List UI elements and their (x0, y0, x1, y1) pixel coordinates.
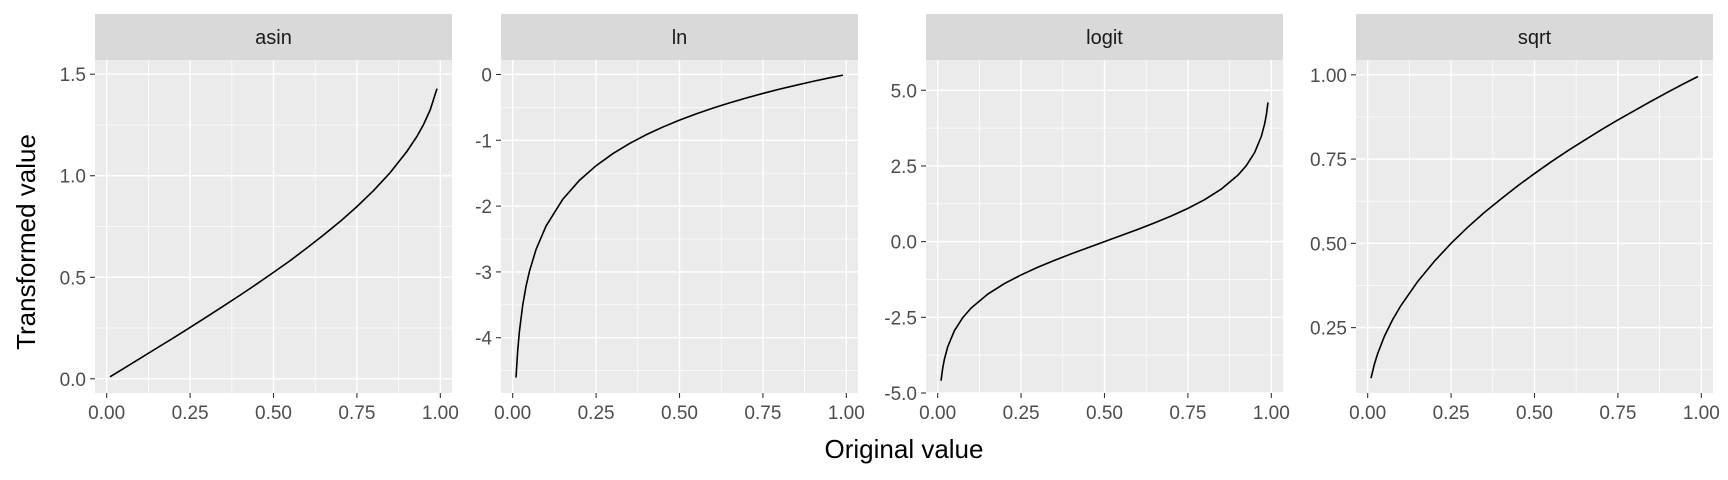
y-tick-label: -5.0 (884, 384, 917, 405)
facet-strip (501, 14, 858, 60)
facet-strip-label: ln (672, 27, 688, 49)
x-tick-label: 0.75 (1599, 403, 1636, 424)
x-tick-label: 1.00 (1253, 403, 1290, 424)
facet-strip (926, 14, 1283, 60)
y-tick-label: 0.0 (891, 233, 917, 254)
y-tick-label: -3 (475, 263, 492, 284)
y-tick-label: -2.5 (884, 308, 917, 329)
x-tick-label: 0.75 (338, 403, 375, 424)
y-tick-label: 0.5 (60, 268, 86, 289)
x-tick-label: 0.25 (1433, 403, 1470, 424)
facet-panel-ln: ln -4 -3 -2 -1 0 0.00 0.25 0.50 0.75 1.00 (475, 14, 865, 424)
y-tick-label: -1 (475, 131, 492, 152)
x-tick-label: 0.25 (172, 403, 209, 424)
x-tick-label: 0.25 (1003, 403, 1040, 424)
y-tick-label: 1.5 (60, 65, 86, 86)
y-tick-label: 1.0 (60, 167, 86, 188)
x-tick-label: 0.75 (744, 403, 781, 424)
x-tick-label: 0.00 (494, 403, 531, 424)
facet-panel-logit: logit -5.0 -2.5 0.0 2.5 5.0 0.00 0.25 0.50 0.75 1.… (884, 14, 1290, 424)
facet-panel-sqrt: sqrt 0.25 0.50 0.75 1.00 0.00 0.25 0.50 0.75 1.00 (1310, 14, 1720, 424)
facet-strip-label: logit (1086, 27, 1123, 49)
x-tick-label: 1.00 (422, 403, 459, 424)
y-tick-label: 5.0 (891, 81, 917, 102)
series-line-sqrt (1370, 75, 1699, 379)
y-tick-label: -4 (475, 329, 492, 350)
series-line-logit (940, 102, 1269, 381)
y-tick-label: 0.50 (1310, 234, 1347, 255)
y-tick-label: 0.75 (1310, 150, 1347, 171)
series-line-asin (109, 88, 438, 378)
series-line-ln (515, 74, 844, 378)
x-tick-label: 0.50 (1086, 403, 1123, 424)
x-axis-title: Original value (825, 434, 984, 464)
x-tick-label: 0.00 (919, 403, 956, 424)
facet-strip (1356, 14, 1713, 60)
x-tick-label: 0.00 (88, 403, 125, 424)
x-tick-label: 0.25 (578, 403, 615, 424)
y-tick-label: 0.0 (60, 370, 86, 391)
facet-panel-asin: asin 0.0 0.5 1.0 1.5 0.00 0.25 0.50 0.75 1.00 (60, 14, 459, 424)
facet-strip (95, 14, 452, 60)
y-tick-label: 0.25 (1310, 319, 1347, 340)
y-tick-label: 0 (481, 65, 492, 86)
x-tick-label: 0.50 (661, 403, 698, 424)
y-tick-label: -2 (475, 197, 492, 218)
y-tick-label: 1.00 (1310, 66, 1347, 87)
y-axis-title: Transformed value (11, 134, 41, 350)
y-tick-label: 2.5 (891, 157, 917, 178)
x-tick-label: 1.00 (828, 403, 865, 424)
x-tick-label: 0.75 (1169, 403, 1206, 424)
facet-strip-label: asin (255, 27, 292, 49)
x-tick-label: 0.50 (1516, 403, 1553, 424)
x-tick-label: 1.00 (1683, 403, 1720, 424)
facet-strip-label: sqrt (1518, 27, 1552, 49)
x-tick-label: 0.50 (255, 403, 292, 424)
x-tick-label: 0.00 (1349, 403, 1386, 424)
